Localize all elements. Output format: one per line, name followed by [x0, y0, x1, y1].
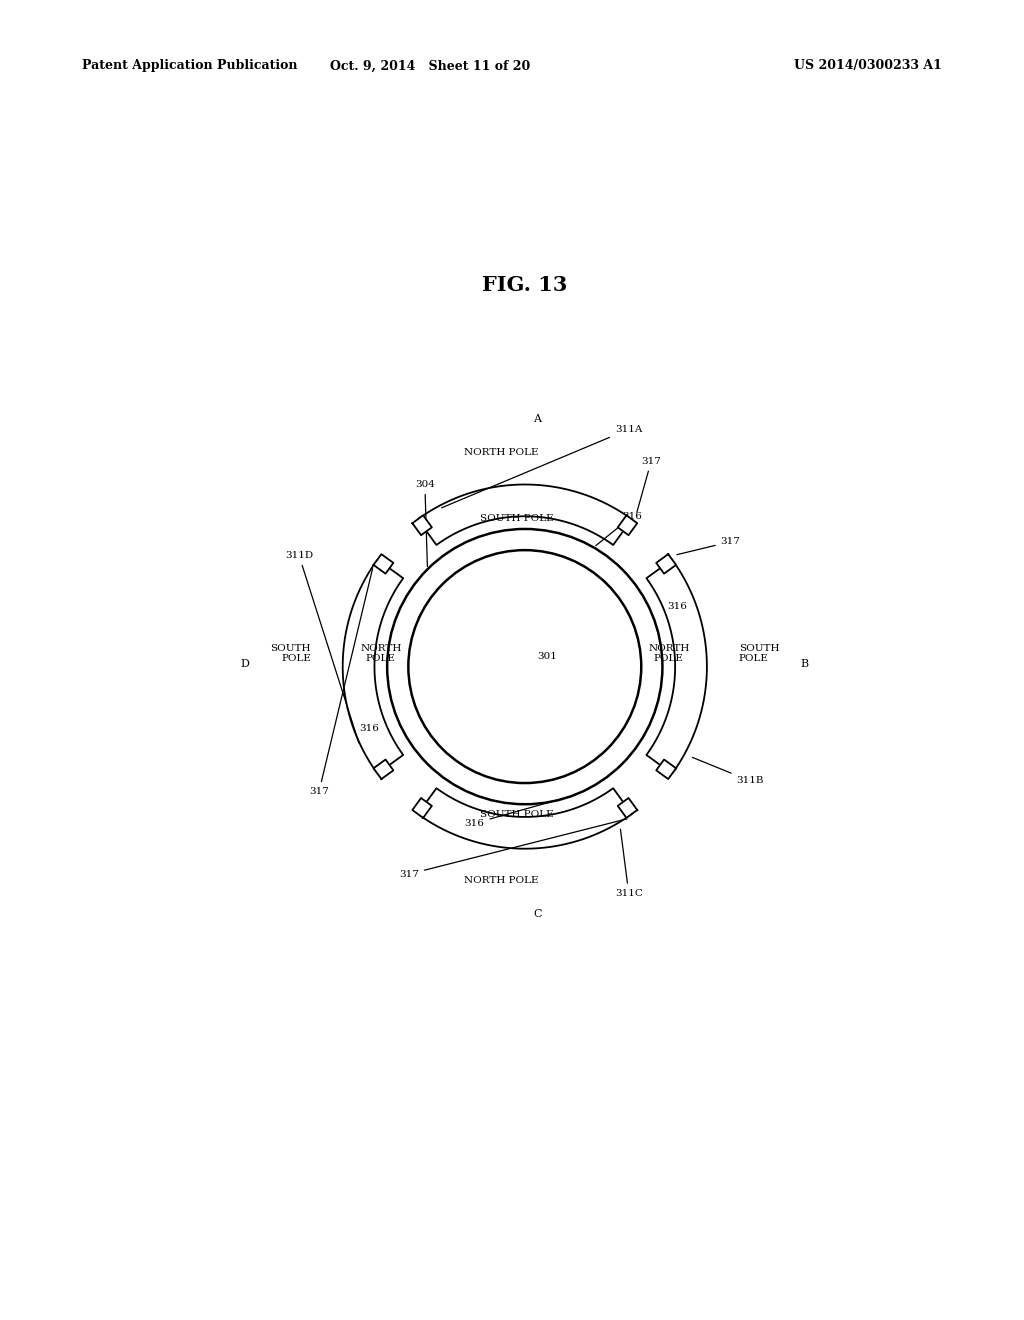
Polygon shape	[617, 799, 637, 818]
Text: 311D: 311D	[285, 550, 359, 743]
Polygon shape	[418, 484, 632, 545]
Text: NORTH
POLE: NORTH POLE	[360, 644, 401, 664]
Text: Oct. 9, 2014   Sheet 11 of 20: Oct. 9, 2014 Sheet 11 of 20	[330, 59, 530, 73]
Text: 317: 317	[637, 457, 662, 512]
Polygon shape	[656, 554, 676, 574]
Text: 311B: 311B	[692, 758, 764, 785]
Text: SOUTH
POLE: SOUTH POLE	[738, 644, 779, 664]
Text: C: C	[534, 909, 542, 919]
Text: 317: 317	[309, 569, 373, 796]
Text: SOUTH POLE: SOUTH POLE	[479, 810, 553, 820]
Polygon shape	[343, 560, 403, 774]
Text: A: A	[534, 414, 542, 424]
Text: 317: 317	[399, 818, 627, 879]
Text: NORTH POLE: NORTH POLE	[464, 876, 539, 884]
Text: US 2014/0300233 A1: US 2014/0300233 A1	[795, 59, 942, 73]
Text: NORTH
POLE: NORTH POLE	[648, 644, 689, 664]
Text: NORTH POLE: NORTH POLE	[464, 449, 539, 457]
Text: SOUTH
POLE: SOUTH POLE	[270, 644, 311, 664]
Text: 311A: 311A	[441, 425, 642, 508]
Polygon shape	[413, 799, 432, 818]
Text: Patent Application Publication: Patent Application Publication	[82, 59, 297, 73]
Text: 316: 316	[358, 723, 379, 733]
Text: 311C: 311C	[614, 829, 643, 898]
Polygon shape	[646, 560, 707, 774]
Text: SOUTH POLE: SOUTH POLE	[479, 513, 553, 523]
Polygon shape	[418, 788, 632, 849]
Text: D: D	[241, 660, 250, 669]
Text: 317: 317	[677, 537, 740, 554]
Polygon shape	[374, 554, 393, 574]
Text: 301: 301	[538, 652, 557, 660]
Text: 316: 316	[465, 797, 569, 828]
Polygon shape	[413, 515, 432, 535]
Text: FIG. 13: FIG. 13	[482, 276, 567, 296]
Text: 304: 304	[415, 480, 435, 566]
Text: 316: 316	[668, 602, 687, 611]
Polygon shape	[374, 759, 393, 779]
Polygon shape	[656, 759, 676, 779]
Polygon shape	[617, 515, 637, 535]
Text: B: B	[800, 660, 808, 669]
Text: 316: 316	[596, 512, 642, 545]
